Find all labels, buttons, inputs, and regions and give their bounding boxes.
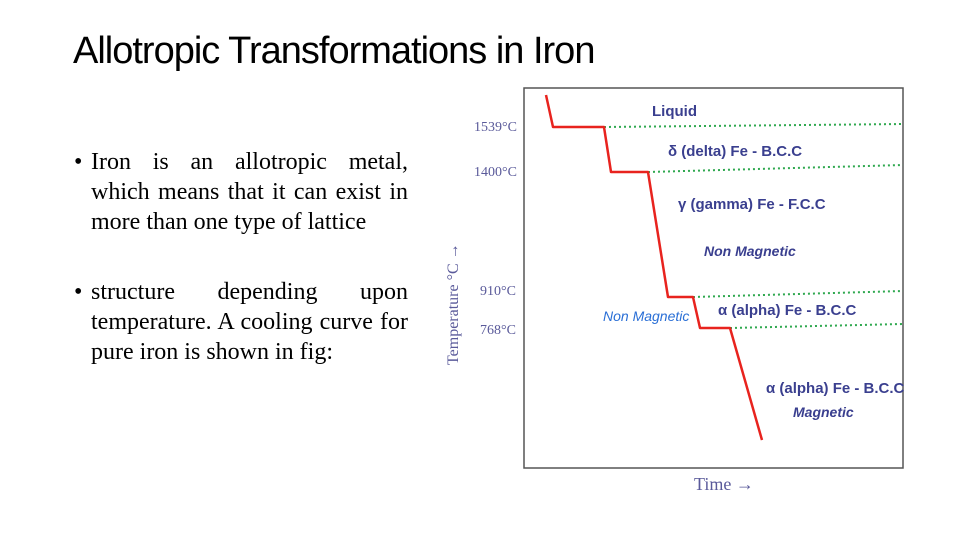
y-axis-label: Temperature °C →: [445, 243, 462, 365]
dotted-line-1400: [647, 164, 904, 173]
region-label-delta: δ (delta) Fe - B.C.C: [668, 143, 802, 160]
temp-label-1539: 1539°C: [474, 120, 517, 135]
dotted-line-768: [729, 323, 904, 329]
slide-title: Allotropic Transformations in Iron: [73, 30, 595, 72]
bullet-text: structure depending upon temperature. A …: [91, 279, 408, 365]
region-note-magnetic: Magnetic: [793, 404, 854, 420]
cooling-curve: [544, 94, 764, 441]
region-label-liquid: Liquid: [652, 103, 697, 120]
bullet-item: • Iron is an allotropic metal, which mea…: [74, 147, 408, 237]
temp-label-910: 910°C: [480, 284, 516, 299]
region-label-gamma: γ (gamma) Fe - F.C.C: [678, 196, 826, 213]
temp-label-1400: 1400°C: [474, 165, 517, 180]
figure-frame: [523, 87, 904, 469]
dotted-line-910: [692, 290, 904, 298]
side-note-non-magnetic: Non Magnetic: [603, 308, 689, 324]
region-label-alpha-magnetic: α (alpha) Fe - B.C.C: [766, 380, 905, 397]
bullet-item: • structure depending upon temperature. …: [74, 277, 408, 367]
bullet-list: • Iron is an allotropic metal, which mea…: [74, 147, 408, 407]
region-label-alpha-non-magnetic: α (alpha) Fe - B.C.C: [718, 302, 857, 319]
x-axis-label: Time →: [694, 474, 754, 494]
bullet-text: Iron is an allotropic metal, which means…: [91, 149, 408, 235]
temp-label-768: 768°C: [480, 323, 516, 338]
dotted-line-1539: [603, 123, 904, 128]
bullet-symbol: •: [74, 279, 83, 305]
bullet-symbol: •: [74, 149, 83, 175]
region-note-gamma: Non Magnetic: [704, 243, 796, 259]
